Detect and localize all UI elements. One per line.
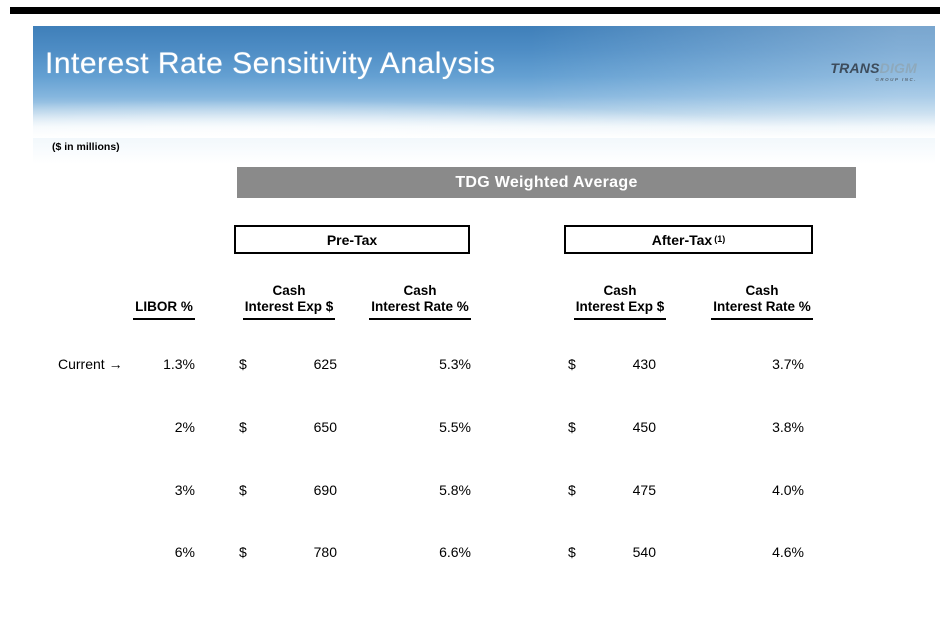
table-row: Current → 1.3% $ 625 5.3% $ 430 3.7%	[0, 356, 947, 373]
aftertax-footnote-marker: (1)	[714, 233, 726, 244]
pretax-group-box: Pre-Tax	[234, 225, 470, 254]
sky-header-banner	[33, 26, 935, 138]
dollar-sign: $	[568, 544, 576, 560]
banner-label: TDG Weighted Average	[455, 173, 638, 191]
column-header-aftertax-cash-interest-rate: Cash Interest Rate %	[702, 283, 822, 320]
dollar-sign: $	[568, 356, 576, 372]
top-border-bar	[10, 7, 940, 14]
pretax-interest-exp-value: 625	[313, 356, 337, 372]
dollar-sign: $	[239, 544, 247, 560]
dollar-sign: $	[568, 419, 576, 435]
sky-header-fade	[33, 138, 935, 164]
column-header-libor-text: LIBOR %	[133, 299, 195, 320]
table-row: 2% $ 650 5.5% $ 450 3.8%	[0, 419, 947, 436]
logo-subtitle: GROUP INC.	[875, 77, 917, 82]
column-header-pretax-cash-interest-exp: Cash Interest Exp $	[230, 283, 348, 320]
libor-value: 2%	[174, 419, 195, 435]
dollar-sign: $	[568, 482, 576, 498]
aftertax-label: After-Tax	[651, 231, 713, 248]
pretax-interest-rate-value: 6.6%	[439, 544, 471, 560]
libor-value: 6%	[174, 544, 195, 560]
header-line-interest-rate: Interest Rate %	[371, 298, 469, 314]
aftertax-group-box: After-Tax (1)	[564, 225, 813, 254]
header-line-interest-exp: Interest Exp $	[244, 298, 334, 314]
pretax-interest-exp-value: 650	[313, 419, 337, 435]
header-line-interest-rate: Interest Rate %	[713, 298, 811, 314]
header-line-interest-exp: Interest Exp $	[575, 298, 665, 314]
aftertax-interest-exp-value: 430	[632, 356, 656, 372]
pretax-interest-rate-value: 5.3%	[439, 356, 471, 372]
transdigm-logo: TRANSDIGM GROUP INC.	[830, 61, 917, 83]
logo-digm-text: DIGM	[879, 60, 917, 76]
header-line-cash: Cash	[745, 283, 779, 298]
table-row: 3% $ 690 5.8% $ 475 4.0%	[0, 482, 947, 499]
libor-value: 1.3%	[163, 356, 195, 372]
aftertax-interest-rate-value: 4.6%	[772, 544, 804, 560]
libor-value: 3%	[174, 482, 195, 498]
header-line-cash: Cash	[272, 283, 306, 298]
units-note: ($ in millions)	[52, 141, 120, 153]
header-line-cash: Cash	[403, 283, 437, 298]
table-row: 6% $ 780 6.6% $ 540 4.6%	[0, 544, 947, 561]
pretax-interest-rate-value: 5.8%	[439, 482, 471, 498]
tdg-weighted-average-banner: TDG Weighted Average	[237, 167, 856, 198]
aftertax-interest-exp-value: 475	[632, 482, 656, 498]
dollar-sign: $	[239, 419, 247, 435]
column-header-libor: LIBOR %	[121, 283, 207, 320]
aftertax-interest-rate-value: 3.8%	[772, 419, 804, 435]
header-line-cash: Cash	[603, 283, 637, 298]
pretax-label: Pre-Tax	[326, 231, 378, 248]
dollar-sign: $	[239, 482, 247, 498]
logo-trans-text: TRANS	[830, 60, 880, 76]
column-header-aftertax-cash-interest-exp: Cash Interest Exp $	[561, 283, 679, 320]
dollar-sign: $	[239, 356, 247, 372]
column-header-pretax-cash-interest-rate: Cash Interest Rate %	[359, 283, 481, 320]
pretax-interest-rate-value: 5.5%	[439, 419, 471, 435]
aftertax-interest-rate-value: 4.0%	[772, 482, 804, 498]
aftertax-interest-exp-value: 540	[632, 544, 656, 560]
pretax-interest-exp-value: 690	[313, 482, 337, 498]
page-title: Interest Rate Sensitivity Analysis	[45, 47, 496, 80]
aftertax-interest-exp-value: 450	[632, 419, 656, 435]
pretax-interest-exp-value: 780	[313, 544, 337, 560]
current-row-label: Current →	[58, 356, 123, 372]
aftertax-interest-rate-value: 3.7%	[772, 356, 804, 372]
